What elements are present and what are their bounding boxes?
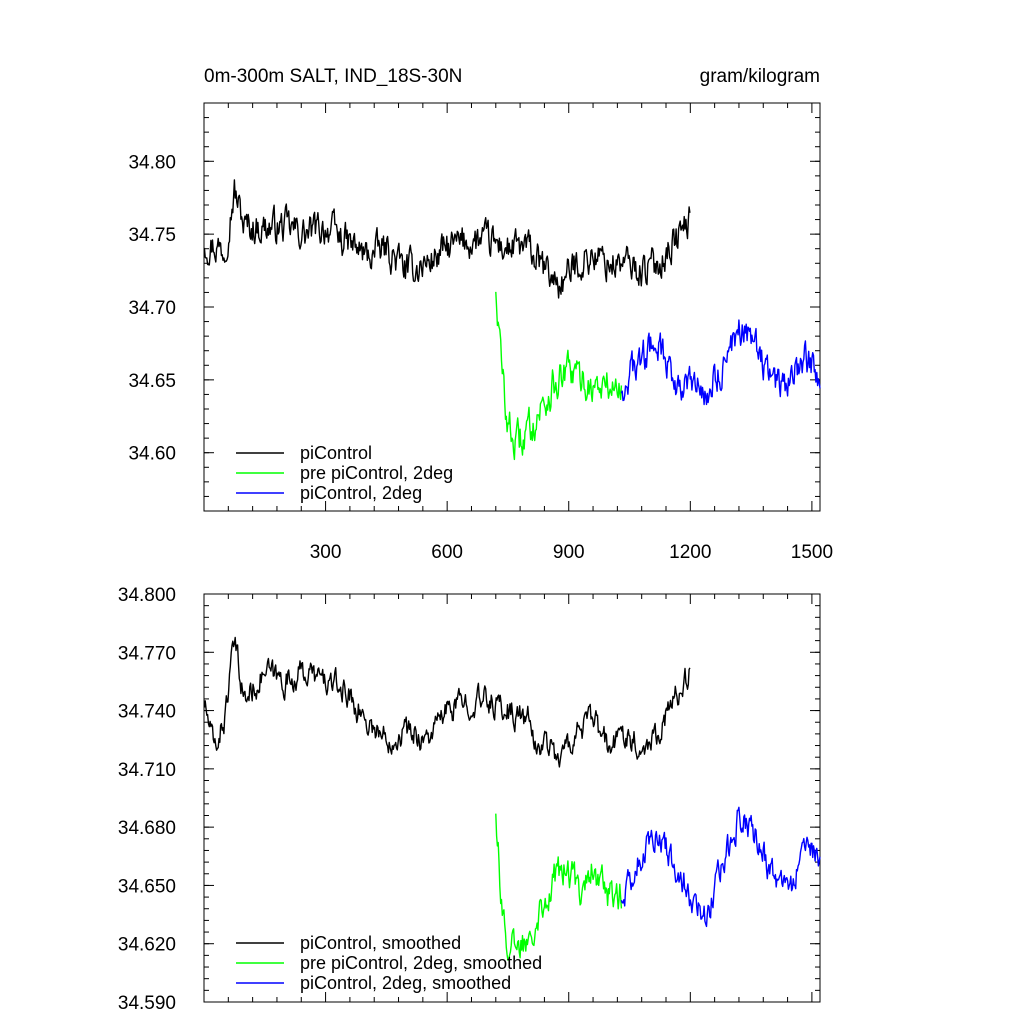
top-title: 0m-300m SALT, IND_18S-30N <box>204 66 462 87</box>
y-tick-label: 34.70 <box>128 298 176 319</box>
top-panel: 0m-300m SALT, IND_18S-30N gram/kilogram … <box>128 66 833 563</box>
y-tick-label: 34.60 <box>128 444 176 465</box>
series-line-2 <box>620 319 821 406</box>
y-tick-label: 34.800 <box>118 585 176 606</box>
legend-label: pre piControl, 2deg <box>300 463 453 483</box>
bottom-ticks: 34.590 34.620 34.650 34.680 34.710 34.740 34.7… <box>118 585 820 1014</box>
series-line-2 <box>620 806 821 928</box>
x-tick-label: 600 <box>431 542 463 563</box>
series-line-0 <box>203 179 691 299</box>
bottom-series <box>203 636 821 961</box>
y-tick-label: 34.740 <box>118 702 176 723</box>
top-ticks: 300 600 900 1200 1500 34.60 34.65 34.70 34.75 34.… <box>128 102 833 563</box>
series-line-1 <box>495 291 623 461</box>
y-tick-label: 34.770 <box>118 643 176 664</box>
y-tick-label: 34.620 <box>118 935 176 956</box>
legend-label: piControl, 2deg, smoothed <box>300 973 511 993</box>
top-units-label: gram/kilogram <box>700 66 820 87</box>
y-tick-label: 34.80 <box>128 152 176 173</box>
bottom-plot-frame <box>203 593 821 1003</box>
series-line-1 <box>495 813 623 961</box>
legend-label: piControl <box>300 443 372 463</box>
x-tick-label: 900 <box>553 542 585 563</box>
y-tick-label: 34.680 <box>118 818 176 839</box>
legend-label: pre piControl, 2deg, smoothed <box>300 953 542 973</box>
y-tick-label: 34.710 <box>118 760 176 781</box>
x-tick-label: 1500 <box>791 542 833 563</box>
bottom-panel: 34.590 34.620 34.650 34.680 34.710 34.740 34.7… <box>118 585 821 1014</box>
top-series <box>203 179 821 461</box>
top-plot-frame <box>203 102 821 512</box>
y-tick-label: 34.75 <box>128 225 176 246</box>
x-tick-label: 300 <box>310 542 342 563</box>
y-tick-label: 34.65 <box>128 371 176 392</box>
y-tick-label: 34.650 <box>118 876 176 897</box>
series-line-0 <box>203 636 691 768</box>
y-tick-label: 34.590 <box>118 993 176 1014</box>
x-tick-label: 1200 <box>669 542 711 563</box>
legend-label: piControl, smoothed <box>300 933 461 953</box>
legend-label: piControl, 2deg <box>300 483 422 503</box>
